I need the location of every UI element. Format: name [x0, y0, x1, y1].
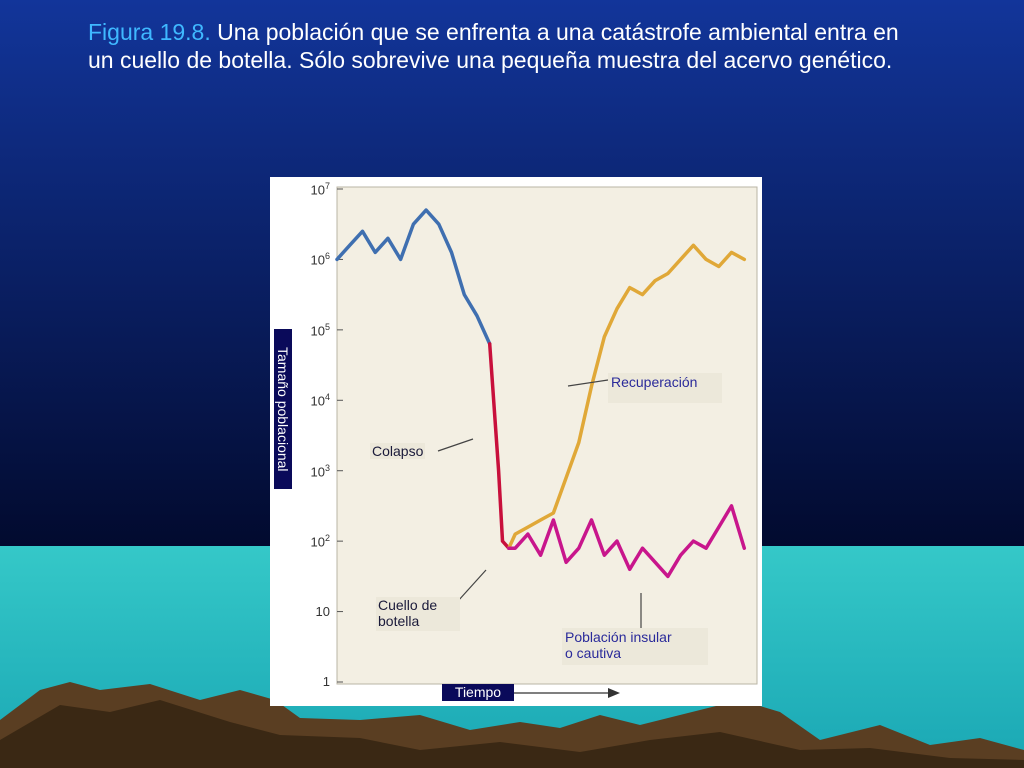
- y-tick-base: 10: [310, 464, 325, 480]
- y-tick-label: 106: [296, 251, 330, 267]
- y-tick-exponent: 7: [324, 181, 330, 191]
- leader-recuperacion: [567, 379, 609, 387]
- y-tick-exponent: 3: [324, 462, 330, 473]
- annotation-cuello-line2: botella: [378, 613, 420, 629]
- y-tick-base: 10: [310, 252, 325, 268]
- leader-cuello: [457, 569, 487, 602]
- time-arrow: [514, 688, 620, 698]
- figure-caption: Figura 19.8. Una población que se enfren…: [88, 18, 928, 74]
- population-chart: [335, 186, 758, 685]
- y-tick-exponent: 4: [324, 392, 330, 403]
- annotation-cuello-line1: Cuello de: [378, 597, 438, 613]
- figure-label: Figura 19.8.: [88, 19, 211, 45]
- y-tick-label: 103: [296, 463, 330, 479]
- y-tick-exponent: 6: [324, 251, 330, 262]
- y-tick-label: 104: [296, 392, 330, 408]
- y-tick-exponent: 2: [324, 533, 330, 544]
- annotation-cuello: Cuello de botella: [376, 597, 460, 631]
- annotation-insular: Población insular o cautiva: [562, 628, 708, 665]
- y-tick-base: 1: [322, 674, 330, 689]
- y-tick-label: 102: [296, 533, 330, 549]
- y-tick-label: 105: [296, 322, 330, 338]
- series-line-pre-collapse: [335, 208, 492, 346]
- series-line-recovery: [507, 243, 747, 550]
- y-tick-base: 10: [315, 603, 330, 619]
- x-axis-label: Tiempo: [442, 684, 514, 701]
- leader-colapso: [437, 438, 474, 452]
- y-axis-label: Tamaño poblacional: [274, 329, 292, 489]
- y-tick-label: 107: [296, 181, 330, 197]
- y-tick-base: 10: [310, 323, 325, 339]
- y-tick-exponent: 5: [324, 321, 330, 332]
- chart-panel: 1 10 102 103 104 105 106 107 Tamaño poblacional…: [270, 177, 762, 706]
- annotation-recuperacion: Recuperación: [608, 373, 722, 403]
- annotation-insular-line2: o cautiva: [565, 645, 622, 661]
- y-tick-label: 1: [296, 674, 330, 689]
- y-tick-base: 10: [310, 534, 325, 550]
- y-tick-base: 10: [310, 393, 325, 409]
- series-line-island: [507, 504, 747, 579]
- annotation-insular-line1: Población insular: [565, 629, 672, 645]
- y-tick-label: 10: [296, 604, 330, 619]
- annotation-colapso: Colapso: [370, 443, 426, 459]
- y-tick-base: 10: [310, 182, 325, 198]
- caption-text: Una población que se enfrenta a una catá…: [88, 19, 899, 73]
- series-line-collapse: [487, 342, 511, 550]
